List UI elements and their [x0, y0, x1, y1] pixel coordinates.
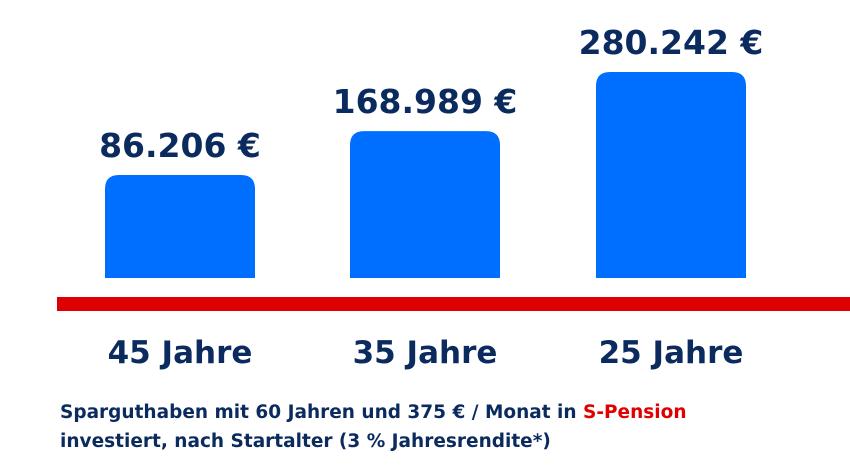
category-label: 45 Jahre — [108, 335, 253, 371]
caption-highlight: S-Pension — [583, 402, 687, 423]
caption-text: Sparguthaben mit 60 Jahren und 375 € / M… — [60, 402, 583, 423]
baseline-axis — [57, 297, 850, 311]
bar — [596, 71, 746, 278]
caption-text-line2: investiert, nach Startalter (3 % Jahresr… — [60, 431, 551, 452]
chart-caption: Sparguthaben mit 60 Jahren und 375 € / M… — [60, 398, 687, 456]
value-label: 168.989 € — [333, 82, 518, 121]
value-label: 280.242 € — [579, 23, 764, 62]
value-label: 86.206 € — [99, 126, 261, 165]
category-label: 25 Jahre — [599, 335, 744, 371]
bar-chart: 86.206 € 45 Jahre 168.989 € 35 Jahre 280.242… — [57, 23, 850, 371]
bar — [105, 175, 255, 278]
category-label: 35 Jahre — [353, 335, 498, 371]
bar — [350, 131, 500, 278]
